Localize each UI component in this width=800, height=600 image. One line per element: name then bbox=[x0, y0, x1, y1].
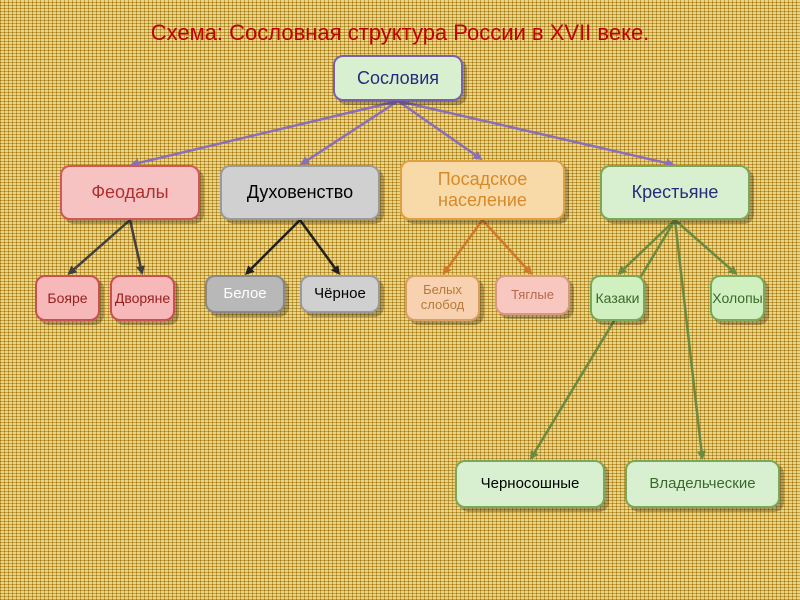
node-chern: Чёрное bbox=[300, 275, 380, 313]
node-krest: Крестьяне bbox=[600, 165, 750, 220]
arrowhead-root-duh bbox=[300, 156, 310, 165]
arrowhead-posad-bslob bbox=[443, 265, 452, 275]
node-bslob: Белых слобод bbox=[405, 275, 480, 321]
edge-posad-tyag bbox=[483, 220, 529, 271]
node-boyar: Бояре bbox=[35, 275, 100, 321]
edge-krest-vlad bbox=[675, 220, 702, 455]
edge-krest-holop bbox=[675, 220, 733, 271]
arrowhead-root-posad bbox=[473, 151, 483, 160]
node-cherno: Черносошные bbox=[455, 460, 605, 508]
arrowhead-posad-tyag bbox=[523, 265, 532, 275]
node-posad: Посадское население bbox=[400, 160, 565, 220]
node-duh: Духовенство bbox=[220, 165, 380, 220]
arrowhead-duh-beloe bbox=[245, 265, 255, 275]
node-vlad: Владельческие bbox=[625, 460, 780, 508]
node-beloe: Белое bbox=[205, 275, 285, 313]
node-kazak: Казаки bbox=[590, 275, 645, 321]
edge-root-duh bbox=[305, 101, 398, 162]
node-root: Сословия bbox=[333, 55, 463, 101]
diagram-canvas: Схема: Сословная структура России в XVII… bbox=[0, 0, 800, 600]
arrowhead-duh-chern bbox=[331, 265, 340, 275]
edge-root-krest bbox=[398, 101, 670, 164]
arrowhead-krest-cherno bbox=[530, 450, 539, 460]
arrowhead-feodaly-boyar bbox=[68, 266, 78, 275]
arrowhead-krest-holop bbox=[728, 266, 738, 275]
edge-feodaly-boyar bbox=[72, 220, 130, 271]
diagram-title: Схема: Сословная структура России в XVII… bbox=[0, 20, 800, 46]
edge-root-feodaly bbox=[135, 101, 398, 164]
node-holop: Холопы bbox=[710, 275, 765, 321]
node-tyag: Тяглые bbox=[495, 275, 570, 315]
edge-duh-beloe bbox=[249, 220, 300, 271]
edge-posad-bslob bbox=[446, 220, 483, 271]
node-dvor: Дворяне bbox=[110, 275, 175, 321]
arrowhead-feodaly-dvor bbox=[136, 265, 145, 275]
edge-krest-cherno bbox=[533, 220, 675, 455]
arrowhead-krest-vlad bbox=[697, 451, 706, 460]
edge-root-posad bbox=[398, 101, 478, 157]
edge-krest-kazak bbox=[621, 220, 675, 271]
edge-duh-chern bbox=[300, 220, 337, 271]
node-feodaly: Феодалы bbox=[60, 165, 200, 220]
arrowhead-krest-kazak bbox=[618, 266, 628, 275]
edge-feodaly-dvor bbox=[130, 220, 141, 270]
